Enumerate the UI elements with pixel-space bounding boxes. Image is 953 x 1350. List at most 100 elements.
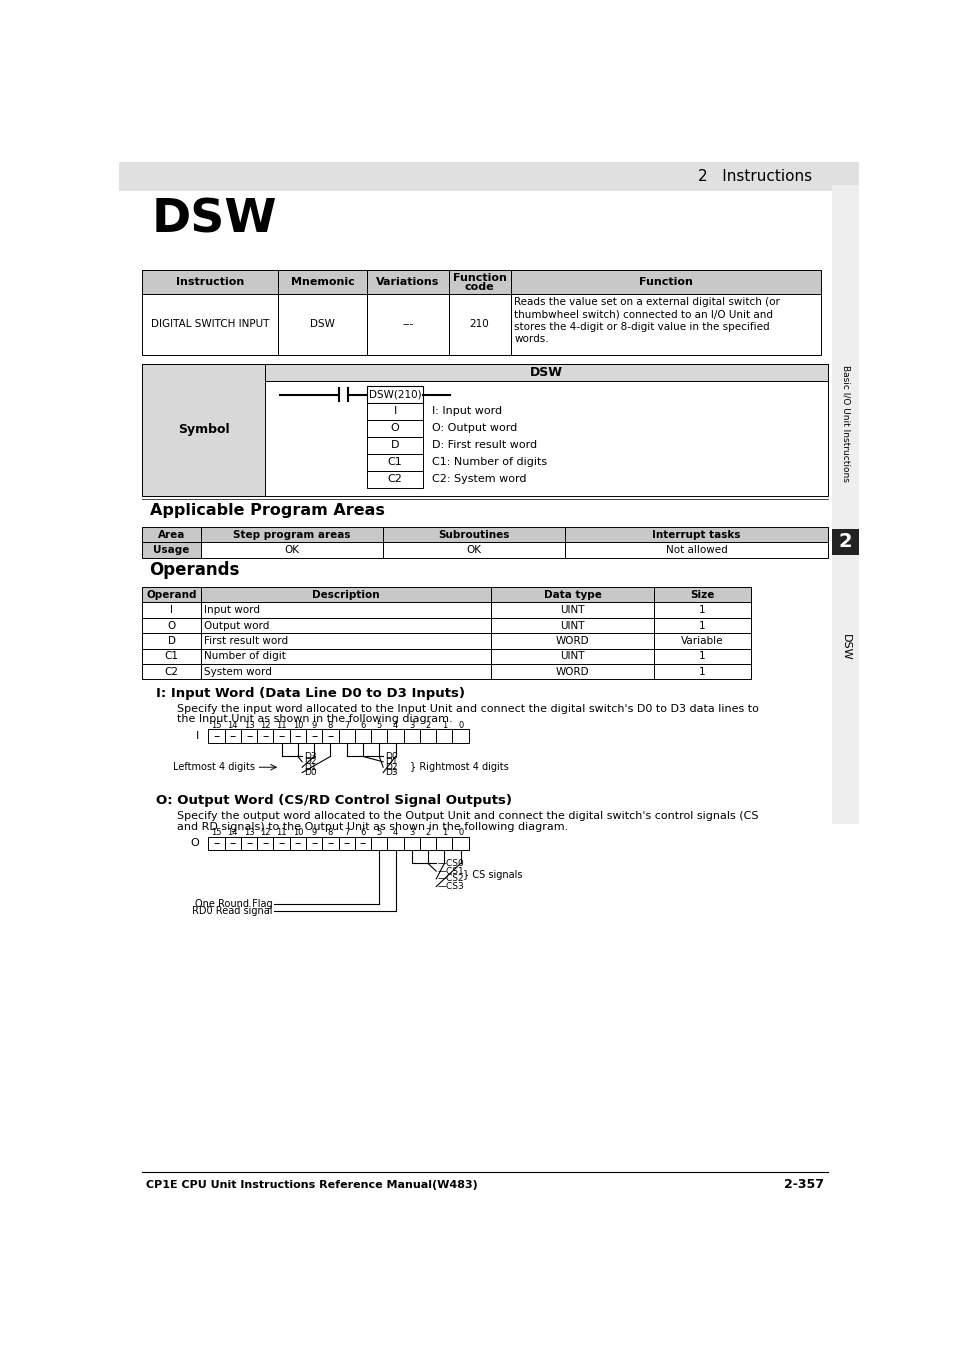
Text: WORD: WORD [556, 667, 589, 676]
Text: 13: 13 [244, 828, 254, 837]
Text: the Input Unit as shown in the following diagram.: the Input Unit as shown in the following… [177, 714, 453, 725]
Text: UINT: UINT [559, 605, 584, 616]
Bar [257, 837, 274, 849]
Text: Leftmost 4 digits: Leftmost 4 digits [172, 763, 254, 772]
Bar [142, 294, 278, 355]
Bar [382, 543, 564, 558]
Text: Area: Area [157, 529, 185, 540]
Text: C2: C2 [387, 474, 402, 485]
Text: 6: 6 [360, 721, 365, 730]
Bar [142, 363, 265, 497]
Bar [387, 837, 403, 849]
Text: D2: D2 [384, 763, 396, 772]
Bar [290, 837, 306, 849]
Text: D: First result word: D: First result word [432, 440, 537, 451]
Bar [491, 618, 654, 633]
Bar [208, 837, 224, 849]
Bar [448, 294, 510, 355]
Text: 9: 9 [312, 828, 316, 837]
Text: Usage: Usage [153, 545, 190, 555]
Bar [654, 587, 750, 602]
Text: 5: 5 [376, 828, 381, 837]
Bar [306, 837, 322, 849]
Text: 9: 9 [312, 721, 316, 730]
Text: OK: OK [466, 545, 481, 555]
Text: –: – [327, 837, 334, 849]
Bar [371, 837, 387, 849]
Bar [436, 729, 452, 742]
Bar [142, 363, 827, 497]
Text: D2: D2 [304, 757, 316, 767]
Bar [367, 270, 448, 294]
Bar [306, 729, 322, 742]
Text: 210: 210 [469, 320, 489, 329]
Bar [142, 587, 200, 602]
Text: –: – [278, 729, 284, 742]
Text: –: – [359, 837, 366, 849]
Text: 13: 13 [244, 721, 254, 730]
Bar [382, 526, 564, 543]
Bar [452, 837, 468, 849]
Text: 3: 3 [409, 721, 414, 730]
Text: I: I [393, 406, 396, 417]
Text: Symbol: Symbol [177, 424, 230, 436]
Text: 12: 12 [260, 828, 271, 837]
Bar [208, 729, 224, 742]
Text: Description: Description [312, 590, 379, 599]
Text: D1: D1 [304, 763, 316, 772]
Text: ---: --- [402, 320, 414, 329]
Bar [142, 270, 278, 294]
Bar [322, 837, 338, 849]
Text: 7: 7 [344, 721, 349, 730]
Text: D0: D0 [384, 752, 396, 761]
Text: } CS signals: } CS signals [463, 869, 522, 880]
Bar [241, 729, 257, 742]
Bar [367, 437, 422, 454]
Bar [355, 729, 371, 742]
Text: stores the 4-digit or 8-digit value in the specified: stores the 4-digit or 8-digit value in t… [514, 321, 769, 332]
Text: 7: 7 [344, 828, 349, 837]
Text: Output word: Output word [204, 621, 270, 630]
Bar [371, 729, 387, 742]
Text: Size: Size [690, 590, 714, 599]
Bar [200, 664, 491, 679]
Text: 4: 4 [393, 828, 397, 837]
Text: D3: D3 [384, 768, 396, 778]
Text: O: Output word: O: Output word [432, 424, 517, 433]
Text: 14: 14 [228, 721, 238, 730]
Text: DSW: DSW [530, 366, 562, 379]
Text: Data type: Data type [543, 590, 601, 599]
Bar [387, 729, 403, 742]
Text: –: – [230, 729, 235, 742]
Text: –: – [230, 837, 235, 849]
Bar [338, 729, 355, 742]
Text: I: Input word: I: Input word [432, 406, 502, 417]
Bar [274, 837, 290, 849]
Bar [338, 837, 355, 849]
Text: OK: OK [284, 545, 299, 555]
Text: 1: 1 [699, 621, 705, 630]
Text: Applicable Program Areas: Applicable Program Areas [150, 502, 385, 517]
Bar [367, 454, 422, 471]
Text: DSW: DSW [310, 320, 335, 329]
Bar [257, 729, 274, 742]
Text: –: – [294, 729, 301, 742]
Text: RD0 Read signal: RD0 Read signal [192, 906, 273, 917]
Text: –: – [343, 837, 350, 849]
Text: Basic I/O Unit Instructions: Basic I/O Unit Instructions [841, 366, 850, 482]
Text: 2: 2 [425, 721, 430, 730]
Text: D0: D0 [304, 768, 316, 778]
Bar [448, 270, 510, 294]
Text: –: – [311, 729, 317, 742]
Bar [290, 729, 306, 742]
Text: Not allowed: Not allowed [665, 545, 727, 555]
Text: 1: 1 [441, 828, 447, 837]
Bar [355, 837, 371, 849]
Text: 2   Instructions: 2 Instructions [697, 169, 811, 184]
Text: —CS1: —CS1 [437, 867, 464, 876]
Text: 11: 11 [276, 721, 287, 730]
Text: C1: C1 [387, 458, 402, 467]
Bar [654, 633, 750, 648]
Text: Interrupt tasks: Interrupt tasks [652, 529, 740, 540]
Text: 15: 15 [211, 721, 221, 730]
